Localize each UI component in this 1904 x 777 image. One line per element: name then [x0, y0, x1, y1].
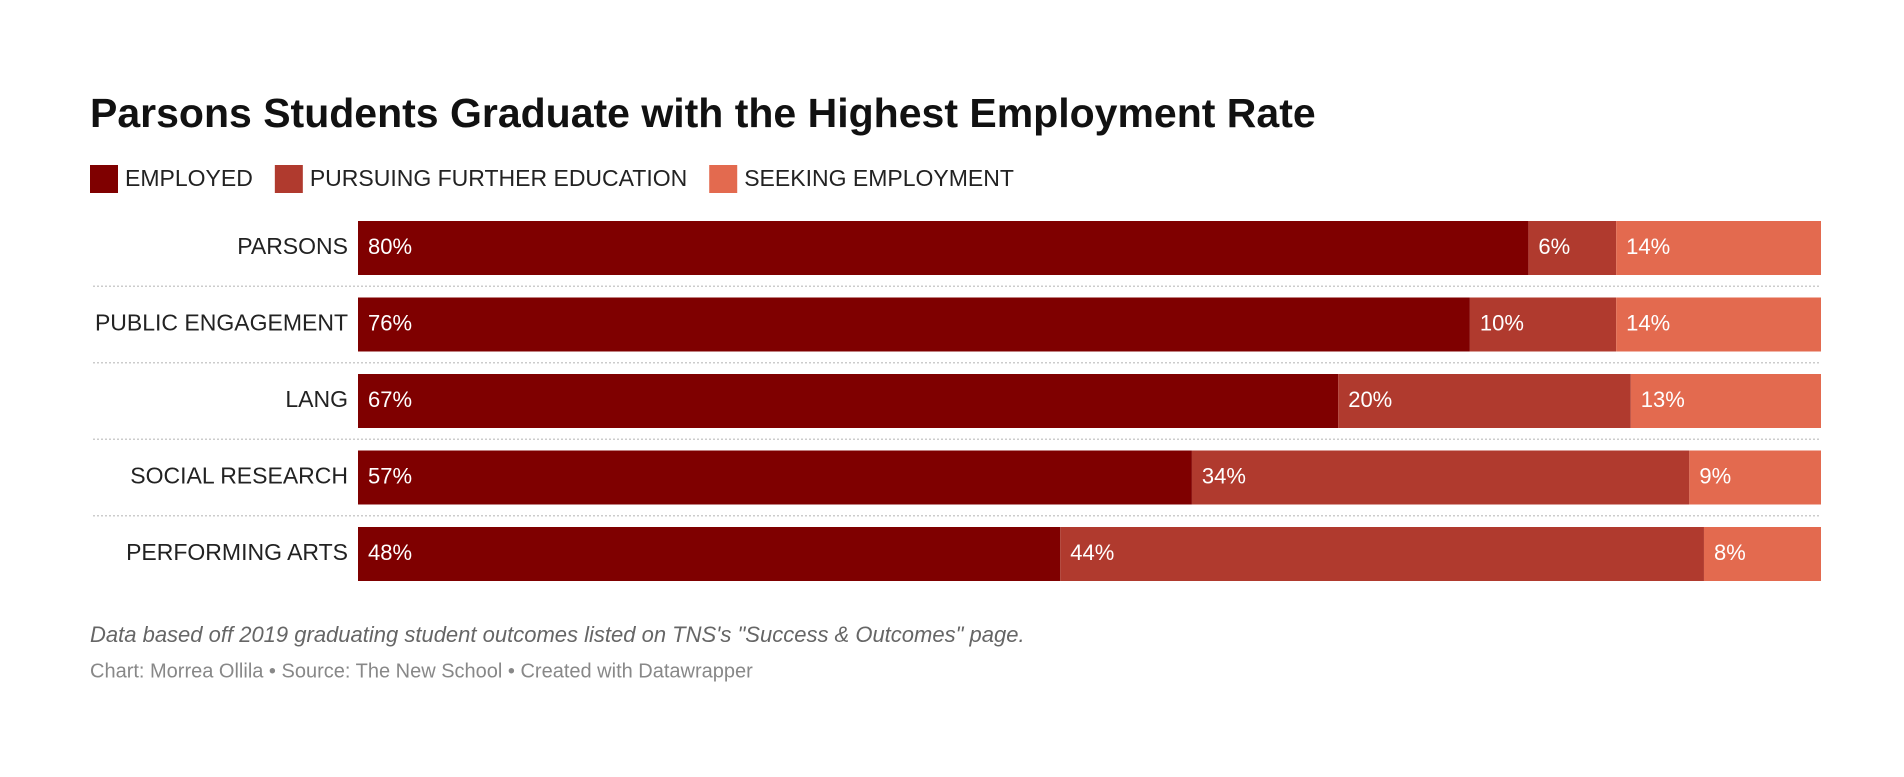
bar-segment [1703, 527, 1821, 581]
bar-segment [1630, 374, 1821, 428]
chart-title: Parsons Students Graduate with the Highe… [90, 90, 1316, 136]
y-tick-label: PERFORMING ARTS [126, 539, 348, 565]
legend-swatch [90, 165, 118, 193]
bar-segment [1528, 221, 1617, 275]
y-tick-label: SOCIAL RESEARCH [130, 463, 348, 489]
y-tick-label: LANG [285, 386, 348, 412]
legend-label: EMPLOYED [125, 165, 253, 191]
value-label: 48% [368, 540, 412, 565]
value-label: 80% [368, 234, 412, 259]
value-label: 14% [1626, 310, 1670, 335]
bar-segment [1060, 527, 1704, 581]
bar-segment [1616, 297, 1821, 352]
value-label: 76% [368, 310, 412, 335]
value-label: 34% [1202, 463, 1246, 488]
y-tick-label: PARSONS [237, 233, 348, 259]
bar-segment [1469, 297, 1617, 352]
bar-segment [358, 450, 1192, 505]
chart-source: Chart: Morrea Ollila • Source: The New S… [90, 660, 753, 682]
bar-segment [1191, 450, 1690, 505]
value-label: 13% [1641, 387, 1685, 412]
value-label: 20% [1348, 387, 1392, 412]
bar-segment [1616, 221, 1821, 275]
legend-swatch [709, 165, 738, 193]
y-tick-label: PUBLIC ENGAGEMENT [95, 310, 348, 336]
bar-segment [1689, 450, 1821, 505]
legend-label: SEEKING EMPLOYMENT [744, 165, 1014, 191]
legend-swatch [274, 165, 303, 193]
value-label: 14% [1626, 234, 1670, 259]
value-label: 44% [1070, 540, 1114, 565]
bar-segment [358, 221, 1529, 275]
chart-note: Data based off 2019 graduating student o… [90, 622, 1025, 647]
bar-segment [358, 527, 1061, 581]
value-label: 8% [1714, 540, 1746, 565]
value-label: 57% [368, 463, 412, 488]
value-label: 10% [1480, 310, 1524, 335]
value-label: 9% [1699, 463, 1731, 488]
bar-segment [358, 374, 1339, 428]
legend-label: PURSUING FURTHER EDUCATION [310, 165, 687, 191]
bar-segment [358, 297, 1470, 352]
value-label: 6% [1538, 234, 1570, 259]
bar-segment [1338, 374, 1631, 428]
value-label: 67% [368, 387, 412, 412]
